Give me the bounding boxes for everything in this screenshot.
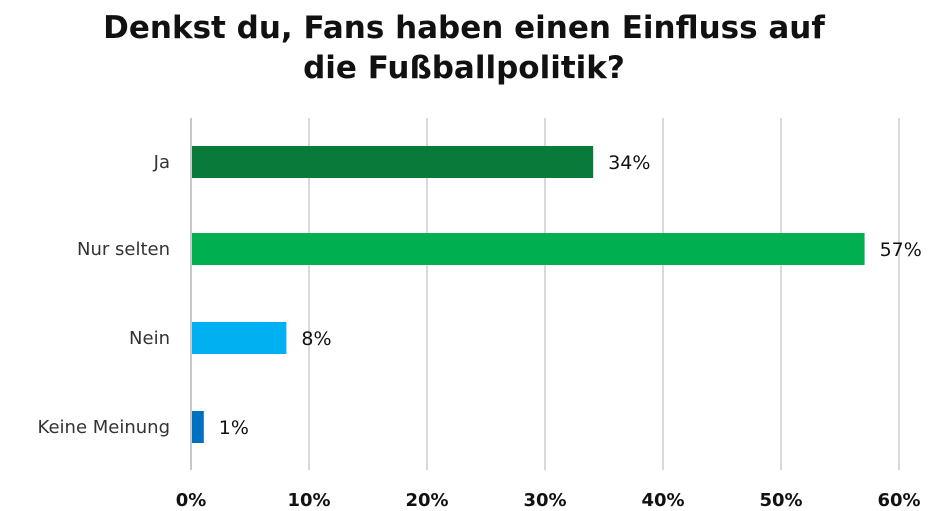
category-label: Keine Meinung: [38, 417, 170, 438]
category-label: Nur selten: [77, 239, 170, 260]
bar: [192, 146, 594, 178]
chart-title-line-1: Denkst du, Fans haben einen Einfluss auf: [103, 10, 825, 46]
chart-title: Denkst du, Fans haben einen Einfluss auf…: [0, 8, 928, 88]
data-label: 1%: [219, 417, 249, 439]
x-tick-label: 30%: [523, 490, 566, 511]
bar: [192, 322, 287, 354]
data-label: 8%: [301, 328, 331, 350]
data-label: 57%: [880, 239, 922, 261]
bar: [192, 411, 204, 443]
x-tick-label: 40%: [641, 490, 684, 511]
x-tick-label: 10%: [287, 490, 330, 511]
x-tick-label: 20%: [405, 490, 448, 511]
category-label: Ja: [153, 152, 170, 173]
chart-title-line-2: die Fußballpolitik?: [303, 50, 625, 86]
x-tick-label: 0%: [176, 490, 207, 511]
x-tick-label: 60%: [877, 490, 920, 511]
bar: [192, 233, 865, 265]
category-label: Nein: [129, 328, 170, 349]
data-label: 34%: [608, 152, 650, 174]
x-tick-label: 50%: [759, 490, 802, 511]
